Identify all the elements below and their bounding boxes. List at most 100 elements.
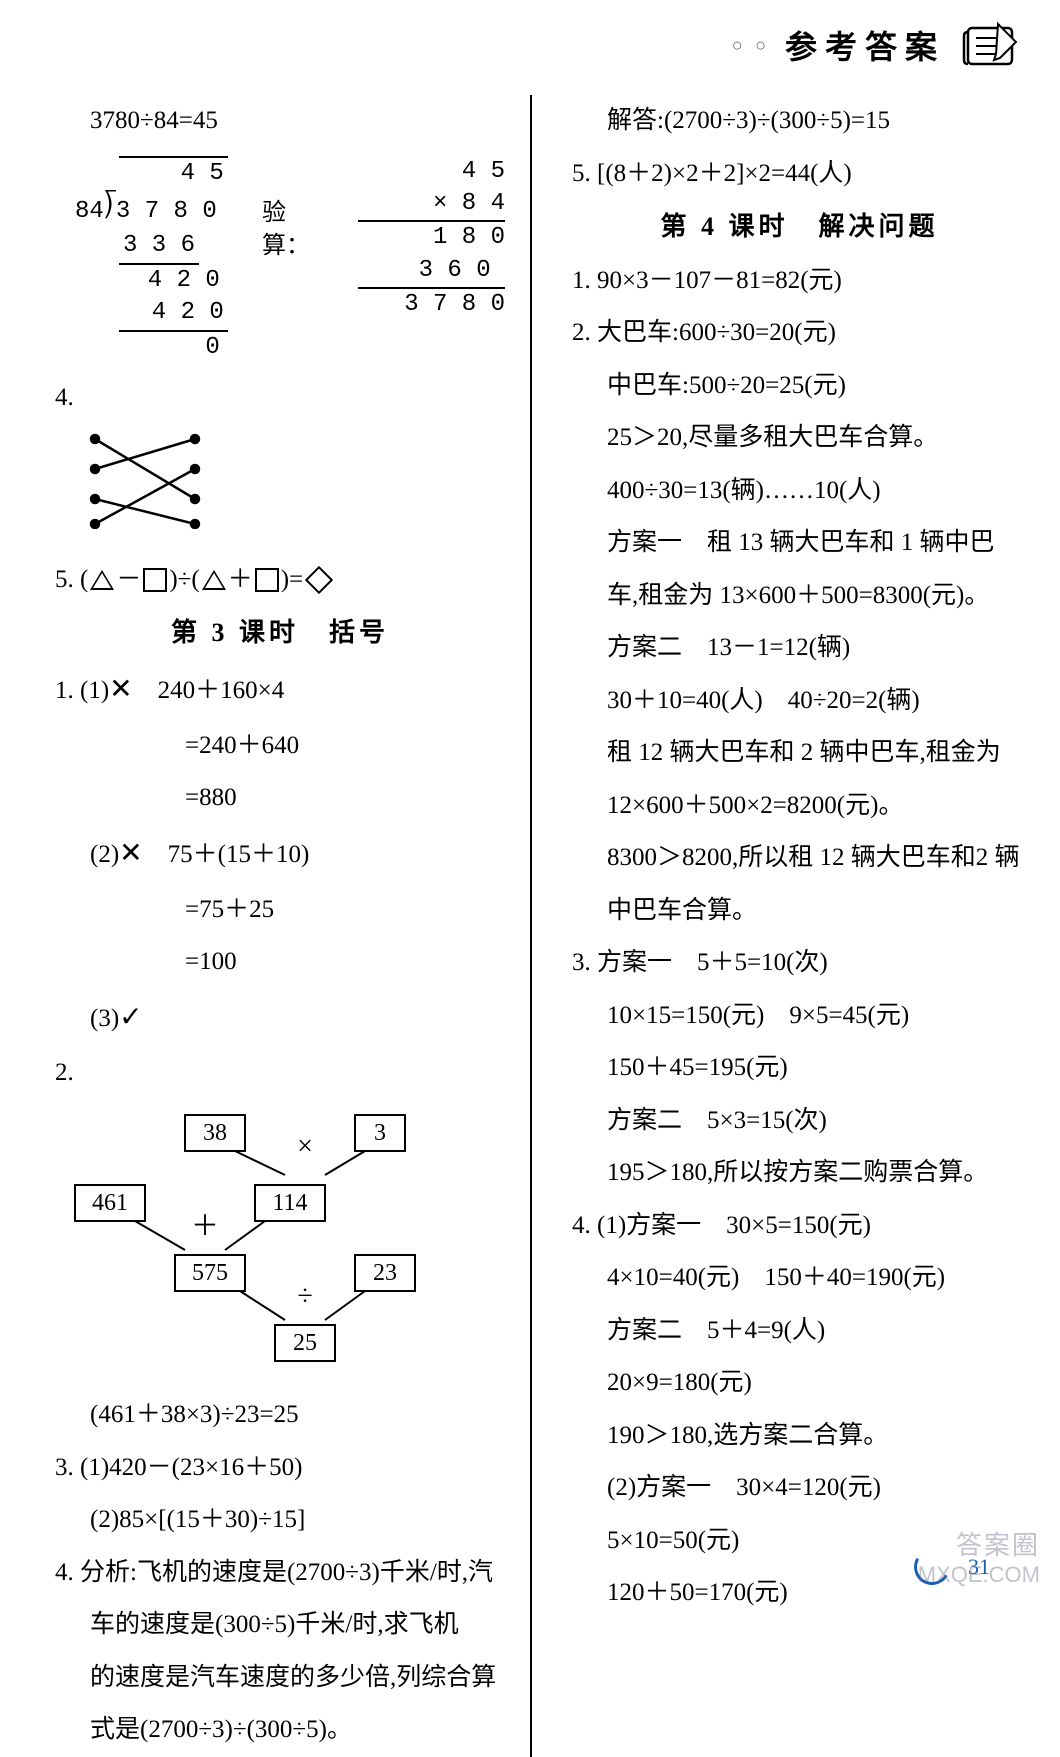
text-line: 车的速度是(300÷5)千米/时,求飞机 — [55, 1599, 505, 1652]
svg-text:575: 575 — [192, 1260, 228, 1286]
text-line: 式是(2700÷3)÷(300÷5)。 — [55, 1704, 505, 1757]
text-line: 方案二 5×3=15(次) — [572, 1095, 1027, 1148]
ld-r3: 4 2 0 — [119, 297, 228, 331]
long-division-block: 4 5 84⟌3 7 8 0 3 3 6 4 2 0 4 2 0 0 验算： 4… — [75, 156, 505, 364]
content-columns: 3780÷84=45 4 5 84⟌3 7 8 0 3 3 6 4 2 0 4 … — [0, 95, 1060, 1757]
svg-text:＋: ＋ — [191, 1211, 219, 1242]
svg-text:×: × — [297, 1131, 313, 1162]
long-division: 4 5 84⟌3 7 8 0 3 3 6 4 2 0 4 2 0 0 — [75, 156, 242, 364]
ld-r4: 0 — [75, 332, 242, 364]
svg-text:23: 23 — [373, 1260, 397, 1286]
text-line: 4×10=40(元) 150＋40=190(元) — [572, 1252, 1027, 1305]
section-3-title: 第 3 课时 括号 — [55, 606, 505, 661]
ld-dividend: 3 7 8 0 — [116, 198, 217, 225]
text-line: 150＋45=195(元) — [572, 1042, 1027, 1095]
text-line: 2. 大巴车:600÷30=20(元) — [572, 307, 1027, 360]
right-column: 解答:(2700÷3)÷(300÷5)=15 5. [(8＋2)×2＋2]×2=… — [532, 95, 1052, 1757]
text-line: 25＞20,尽量多租大巴车合算。 — [572, 412, 1027, 465]
text-line: 20×9=180(元) — [572, 1357, 1027, 1410]
mult-a: 4 5 — [358, 156, 505, 188]
header-title: 参考答案 — [785, 22, 945, 68]
text-line: 3. 方案一 5＋5=10(次) — [572, 937, 1027, 990]
text-line: 车,租金为 13×600＋500=8300(元)。 — [572, 570, 1027, 623]
mult-res: 3 7 8 0 — [358, 289, 505, 321]
expr: 240＋160×4 — [158, 677, 285, 704]
cross-icon: ✕ — [109, 674, 132, 705]
text-line: 解答:(2700÷3)÷(300÷5)=15 — [572, 95, 1027, 148]
watermark-line1: 答案圈 — [918, 1530, 1040, 1561]
text-line: =100 — [55, 936, 505, 989]
text-line: 8300＞8200,所以租 12 辆大巴车和2 辆 — [572, 832, 1027, 885]
svg-text:114: 114 — [272, 1190, 307, 1216]
check-icon: ✓ — [119, 1002, 142, 1033]
svg-text:25: 25 — [293, 1330, 317, 1356]
text-line: 195＞180,所以按方案二购票合算。 — [572, 1147, 1027, 1200]
header-dots: ○ ○ — [732, 35, 770, 56]
label: 1. (1) — [55, 677, 109, 704]
text-line: 30＋10=40(人) 40÷20=2(辆) — [572, 675, 1027, 728]
text-line: =240＋640 — [55, 720, 505, 773]
text-line: (2)85×[(15＋30)÷15] — [55, 1494, 505, 1547]
mult-p2: 3 6 0 — [358, 255, 505, 289]
watermark: 答案圈 MXQE.COM — [918, 1530, 1040, 1588]
s3-1-3: (3)✓ — [55, 989, 505, 1048]
label: (3) — [90, 1005, 119, 1032]
square-icon — [255, 568, 279, 592]
text-line: 4. (1)方案一 30×5=150(元) — [572, 1200, 1027, 1253]
triangle-icon — [202, 570, 226, 590]
text-line: 10×15=150(元) 9×5=45(元) — [572, 990, 1027, 1043]
text-line: 的速度是汽车速度的多少倍,列综合算 — [55, 1652, 505, 1705]
text-line: 方案二 5＋4=9(人) — [572, 1305, 1027, 1358]
text-line: 12×600＋500×2=8200(元)。 — [572, 780, 1027, 833]
text-line: 方案二 13－1=12(辆) — [572, 622, 1027, 675]
q5-eq: )= — [281, 554, 303, 607]
q4-label: 4. — [55, 372, 505, 425]
ld-r2: 4 2 0 — [75, 265, 242, 297]
svg-text:38: 38 — [203, 1120, 227, 1146]
text-line: 5. [(8＋2)×2＋2]×2=44(人) — [572, 148, 1027, 201]
multiplication-check: 4 5 × 8 4 1 8 0 3 6 0 3 7 8 0 — [358, 156, 505, 322]
ld-r1: 3 3 6 — [119, 230, 199, 264]
svg-text:3: 3 — [374, 1120, 386, 1146]
mult-b: × 8 4 — [358, 188, 505, 222]
expr: 75＋(15＋10) — [168, 841, 310, 868]
text-line: 3780÷84=45 — [55, 95, 505, 148]
diamond-icon — [305, 566, 333, 594]
q5-prefix: 5. ( — [55, 554, 88, 607]
text-line: 方案一 租 13 辆大巴车和 1 辆中巴 — [572, 517, 1027, 570]
text-line: 4. 分析:飞机的速度是(2700÷3)千米/时,汽 — [55, 1547, 505, 1600]
watermark-line2: MXQE.COM — [918, 1562, 1040, 1588]
q5-shapes: 5. ( － )÷( ＋ )= — [55, 554, 505, 607]
section-4-title: 第 4 课时 解决问题 — [572, 200, 1027, 255]
text-line: (461＋38×3)÷23=25 — [55, 1389, 505, 1442]
text-line: =880 — [55, 772, 505, 825]
left-column: 3780÷84=45 4 5 84⟌3 7 8 0 3 3 6 4 2 0 4 … — [0, 95, 532, 1757]
q5-plus: ＋ — [228, 554, 253, 607]
text-line: 中巴车:500÷20=25(元) — [572, 360, 1027, 413]
ld-divisor: 84 — [75, 198, 104, 225]
cross-icon: ✕ — [119, 838, 142, 869]
flow-diagram: 38 3 × 461 114 ＋ 575 23 ÷ 25 — [55, 1105, 455, 1365]
triangle-icon — [90, 570, 114, 590]
s3-1-2: (2)✕ 75＋(15＋10) — [55, 825, 505, 884]
svg-text:461: 461 — [92, 1190, 128, 1216]
text-line: 3. (1)420－(23×16＋50) — [55, 1442, 505, 1495]
s3-1-1: 1. (1)✕ 240＋160×4 — [55, 661, 505, 720]
notebook-icon — [960, 20, 1020, 70]
ld-quotient: 4 5 — [119, 156, 228, 190]
matching-diagram — [85, 429, 205, 529]
svg-text:÷: ÷ — [297, 1281, 312, 1312]
q2-label: 2. — [55, 1047, 505, 1100]
q5-divparen: )÷( — [169, 554, 199, 607]
mult-p1: 1 8 0 — [358, 222, 505, 254]
square-icon — [143, 568, 167, 592]
text-line: =75＋25 — [55, 884, 505, 937]
verify-label: 验算： — [262, 197, 338, 322]
label: (2) — [90, 841, 119, 868]
text-line: (2)方案一 30×4=120(元) — [572, 1462, 1027, 1515]
text-line: 租 12 辆大巴车和 2 辆中巴车,租金为 — [572, 727, 1027, 780]
text-line: 中巴车合算。 — [572, 885, 1027, 938]
text-line: 190＞180,选方案二合算。 — [572, 1410, 1027, 1463]
text-line: 400÷30=13(辆)……10(人) — [572, 465, 1027, 518]
q5-minus: － — [116, 554, 141, 607]
